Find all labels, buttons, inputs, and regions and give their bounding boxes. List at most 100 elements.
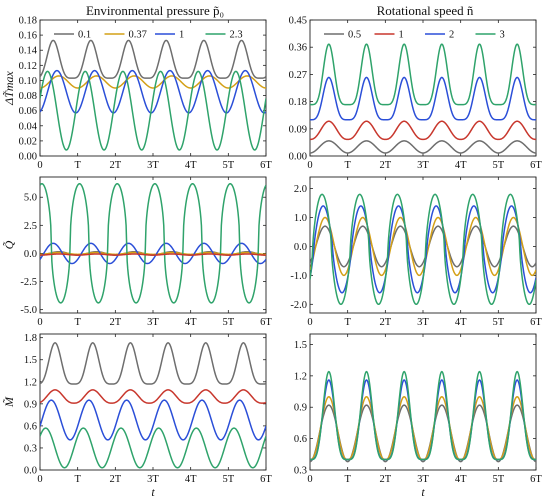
x-tick-label: 0 — [307, 317, 312, 328]
series-line-4 — [310, 370, 536, 461]
y-axis-label: M̃ — [2, 396, 16, 408]
panel-dT-right: 0.00 0.09 0.18 0.27 0.36 0.45 0 T 2T 3T 4T 5T 6T 0.5 1… — [289, 16, 543, 172]
x-tick-label: 3T — [147, 474, 159, 485]
x-tick-label: 5T — [492, 160, 504, 171]
x-tick-label: 2T — [109, 160, 121, 171]
y-tick-label: -5.0 — [20, 305, 37, 316]
x-tick-label: 2T — [109, 474, 121, 485]
series-group — [310, 43, 536, 154]
x-tick-label: 3T — [147, 160, 159, 171]
series-line-1 — [40, 242, 266, 265]
x-tick-label: 4T — [185, 317, 197, 328]
series-line-1 — [310, 225, 536, 268]
y-tick-label: 0.09 — [289, 124, 307, 135]
y-tick-label: 1.0 — [294, 213, 307, 224]
x-tick-label: 3T — [417, 474, 429, 485]
y-tick-label: 0.06 — [19, 106, 37, 117]
y-axis-label: Q̃ — [2, 240, 16, 249]
series-line-2 — [310, 76, 536, 121]
series-line-1 — [40, 69, 266, 114]
x-tick-label: 6T — [260, 317, 272, 328]
series-group — [40, 183, 266, 304]
y-tick-label: -1.0 — [290, 271, 307, 282]
x-tick-label: 6T — [530, 474, 542, 485]
series-group — [40, 39, 266, 151]
series-line-0.37 — [40, 75, 266, 89]
y-tick-label: 0.9 — [294, 403, 307, 414]
panel-Q-left: -5.0 -2.5 0.0 2.5 5.0 0 T 2T 3T 4T 5T 6T Q̃ — [2, 176, 272, 328]
y-tick-label: 0.08 — [19, 91, 37, 102]
x-tick-label: 4T — [455, 317, 467, 328]
x-tick-label: 3T — [417, 160, 429, 171]
x-tick-label: T — [344, 160, 351, 171]
series-line-5 — [40, 253, 266, 256]
x-tick-label: 0 — [37, 317, 42, 328]
y-tick-label: 0.0 — [294, 242, 307, 253]
legend-label: 0.5 — [348, 30, 361, 41]
x-tick-label: 3T — [417, 317, 429, 328]
legend-label: 1 — [399, 30, 404, 41]
x-tick-label: 0 — [37, 160, 42, 171]
legend-label: 2 — [449, 30, 454, 41]
y-tick-label: 1.5 — [294, 340, 307, 351]
x-tick-label: 5T — [492, 317, 504, 328]
y-tick-label: 0.16 — [19, 31, 37, 42]
left-column-title: Environmental pressure p̃₀ — [86, 3, 224, 18]
x-tick-label: T — [344, 474, 351, 485]
x-tick-label: 0 — [307, 160, 312, 171]
x-tick-label: 4T — [185, 474, 197, 485]
series-group — [310, 193, 536, 306]
y-tick-label: 2.5 — [24, 221, 37, 232]
series-group — [40, 342, 266, 469]
x-tick-label: 6T — [530, 160, 542, 171]
x-tick-label: 4T — [185, 160, 197, 171]
series-line-2 — [310, 395, 536, 461]
series-line-2.3 — [40, 183, 266, 304]
y-tick-label: 0.00 — [289, 152, 307, 163]
y-tick-label: 0.18 — [289, 97, 307, 108]
x-tick-label: 4T — [455, 160, 467, 171]
y-tick-label: -2.5 — [20, 277, 37, 288]
plot-frame — [309, 333, 537, 471]
series-line-0.1 — [40, 39, 266, 79]
legend-label: 2.3 — [230, 30, 243, 41]
series-line-3 — [310, 379, 536, 461]
series-group — [310, 370, 536, 463]
legend: 0.5 1 2 3 — [324, 30, 505, 41]
series-line-2 — [310, 216, 536, 277]
x-tick-label: 2T — [379, 160, 391, 171]
y-tick-label: 2.0 — [294, 184, 307, 195]
x-tick-label: 5T — [222, 317, 234, 328]
y-tick-label: 0.9 — [24, 399, 37, 410]
y-tick-label: 0.3 — [294, 466, 307, 477]
y-tick-label: 0.45 — [289, 16, 307, 27]
y-tick-label: 0.6 — [294, 434, 307, 445]
x-tick-label: 5T — [492, 474, 504, 485]
x-tick-label: 2T — [109, 317, 121, 328]
right-column-title: Rotational speed ñ — [377, 3, 474, 18]
x-tick-label: T — [344, 317, 351, 328]
x-tick-label: 5T — [222, 160, 234, 171]
y-tick-label: 1.2 — [294, 371, 307, 382]
panel-M-left: 0.0 0.3 0.6 0.9 1.2 1.5 1.8 0 T 2T 3T 4T 5T 6T M̃ t — [2, 333, 272, 499]
y-tick-label: 1.5 — [24, 355, 37, 366]
x-tick-label: T — [74, 474, 81, 485]
y-tick-label: 0.04 — [19, 121, 38, 132]
y-tick-label: -2.0 — [290, 300, 307, 311]
y-tick-label: 0.0 — [24, 249, 37, 260]
panel-dT-left: 0.000.020.040.060.080.100.120.140.160.18… — [2, 16, 272, 172]
legend-label: 3 — [500, 30, 505, 41]
series-line-1 — [40, 342, 266, 385]
series-line-0.5 — [310, 140, 536, 154]
series-line-2.3 — [40, 70, 266, 151]
x-tick-label: 3T — [147, 317, 159, 328]
y-tick-label: 0.02 — [19, 136, 37, 147]
x-tick-label: 2T — [379, 474, 391, 485]
legend-label: 0.1 — [78, 30, 91, 41]
panel-Q-right: -2.0 -1.0 0.0 1.0 2.0 0 T 2T 3T 4T 5T 6T — [290, 176, 542, 328]
y-tick-label: 0.10 — [19, 76, 37, 87]
x-tick-label: 2T — [379, 317, 391, 328]
y-tick-label: 0.36 — [289, 43, 307, 54]
series-line-1 — [310, 404, 536, 463]
